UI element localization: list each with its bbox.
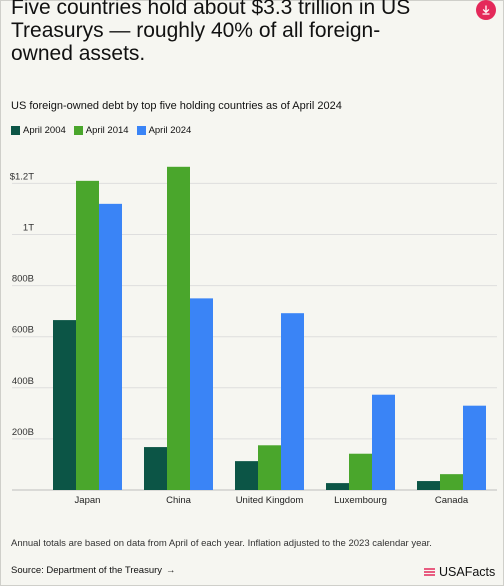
arrow-right-icon: → (166, 565, 176, 576)
legend-swatch-2024 (136, 126, 146, 135)
x-tick-label-3: Luxembourg (334, 495, 387, 506)
y-tick-label-3: 800B (12, 274, 34, 285)
chart-subtitle: US foreign-owned debt by top five holdin… (11, 100, 342, 112)
x-tick-label-4: Canada (435, 495, 469, 506)
bar-united-kingdom-2004 (235, 461, 258, 490)
y-tick-label-1: 400B (12, 376, 34, 387)
brand-logo: USAFacts (423, 565, 495, 579)
bar-united-kingdom-2014 (258, 445, 281, 490)
bar-japan-2014 (76, 180, 99, 490)
bar-canada-2004 (417, 481, 440, 490)
legend-item-2014: April 2014 (73, 125, 129, 136)
bar-luxembourg-2004 (326, 483, 349, 490)
chart-footnote: Annual totals are based on data from Apr… (11, 538, 432, 549)
legend-swatch-2004 (11, 126, 20, 135)
legend-label-2014: April 2014 (85, 125, 129, 136)
y-tick-label-0: 200B (12, 427, 34, 438)
legend-label-2024: April 2024 (148, 125, 192, 136)
bar-japan-2024 (99, 203, 122, 490)
source-link[interactable]: Source: Department of the Treasury → (11, 565, 176, 576)
legend-item-2024: April 2024 (136, 125, 192, 136)
bar-luxembourg-2014 (349, 453, 372, 490)
legend-label-2004: April 2004 (23, 125, 66, 136)
bar-luxembourg-2024 (372, 394, 395, 490)
bar-china-2024 (190, 298, 213, 490)
bar-canada-2014 (440, 474, 463, 490)
source-label: Source: Department of the Treasury (11, 565, 163, 576)
y-tick-label-5: $1.2T (10, 171, 34, 182)
x-tick-label-2: United Kingdom (236, 495, 304, 506)
flag-icon (424, 568, 435, 576)
download-icon (482, 5, 490, 15)
chart-legend: April 2004 April 2014 April 2024 (11, 125, 191, 136)
bar-chart: 200B 400B 600B 800B 1T $1.2T Japan China United … (10, 166, 497, 506)
bar-united-kingdom-2024 (281, 313, 304, 490)
bar-china-2014 (167, 166, 190, 491)
download-button[interactable] (476, 0, 496, 20)
bar-canada-2024 (463, 405, 486, 490)
y-tick-label-2: 600B (12, 325, 34, 336)
x-tick-label-0: Japan (75, 495, 101, 506)
bar-japan-2004 (53, 320, 76, 490)
brand-name: USAFacts (439, 565, 496, 579)
legend-item-2004: April 2004 (11, 125, 66, 136)
y-tick-label-4: 1T (23, 223, 34, 234)
headline: Five countries hold about $3.3 trillion … (11, 0, 411, 65)
x-tick-label-1: China (166, 495, 192, 506)
bar-china-2004 (144, 447, 167, 490)
legend-swatch-2014 (73, 126, 83, 135)
